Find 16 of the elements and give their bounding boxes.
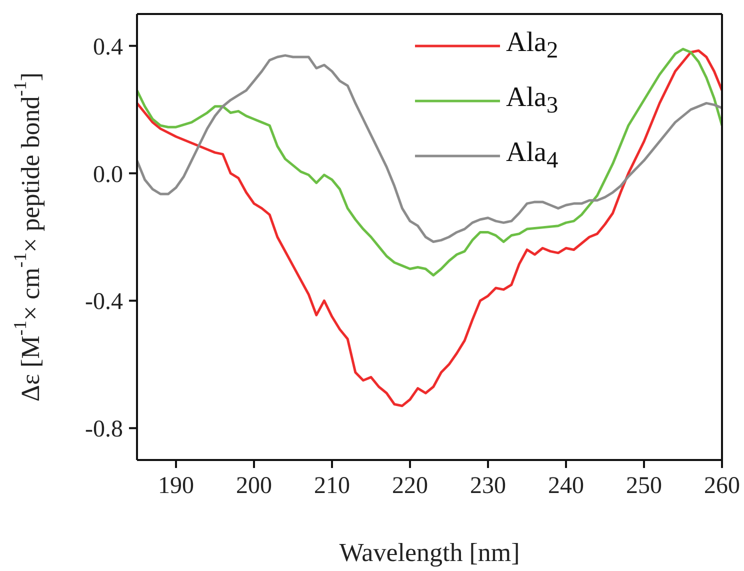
legend-label: Ala$_{2}$ [506,26,558,64]
x-axis-title: Wavelength [nm] [339,538,520,567]
x-tick-label: 200 [236,473,272,500]
x-tick-label: 220 [392,473,428,500]
x-tick-label: 190 [158,473,194,500]
legend-label: Ala$_{3}$ [506,82,558,120]
legend-label: Ala$_{4}$ [506,136,558,174]
x-tick-label: 230 [470,473,506,500]
y-tick-label: -0.8 [85,416,123,443]
x-tick-label: 240 [548,473,584,500]
x-tick-label: 250 [626,473,662,500]
y-tick-label: 0.0 [93,162,123,188]
x-tick-label: 260 [704,473,740,500]
x-tick-label: 210 [314,473,350,500]
y-tick-label: -0.4 [85,289,123,316]
y-tick-label: 0.4 [93,34,123,60]
